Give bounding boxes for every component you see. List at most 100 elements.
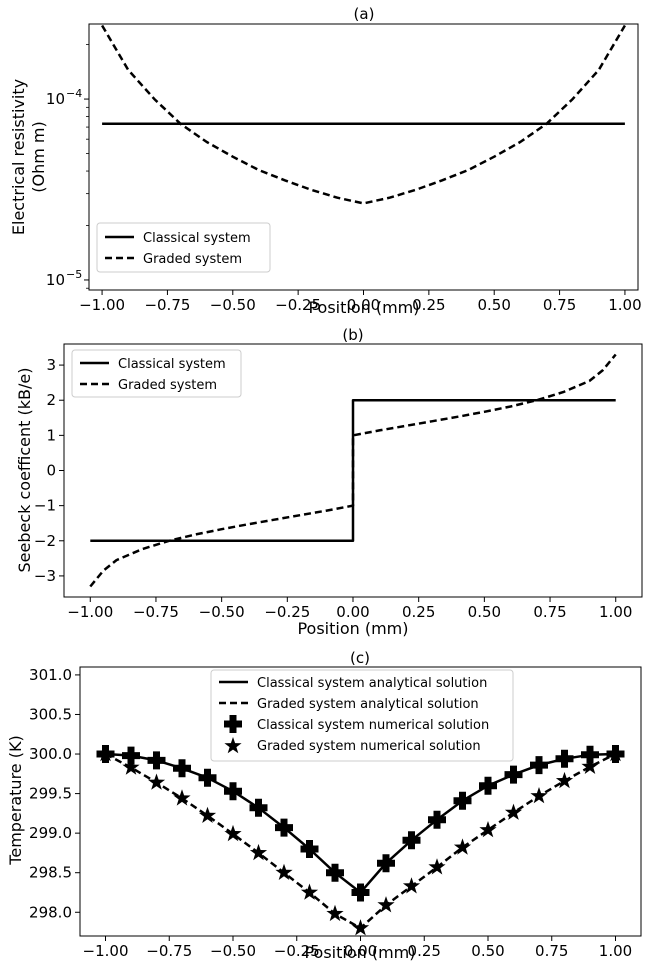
x-tick-label: 0.25: [408, 942, 441, 960]
legend-c-label-graded-analytical: Graded system analytical solution: [257, 697, 479, 712]
x-tick-label: 1.00: [599, 942, 632, 960]
data-point-plus-marker: [122, 746, 140, 765]
y-tick-label-exponent: −5: [66, 268, 82, 281]
y-tick-label: 299.0: [29, 824, 72, 842]
x-tick-label: 0.50: [468, 603, 501, 621]
legend-box-a: [96, 222, 271, 273]
y-tick-label: 2: [46, 391, 56, 409]
data-point-star-marker: [581, 757, 599, 774]
data-point-plus-marker: [224, 782, 242, 801]
legend-c: Classical system analytical solution Gra…: [210, 669, 514, 762]
xticks-c: −1.00 −0.75 −0.50 −0.25 0.00 0.25 0.50 0.75 1.00: [83, 936, 632, 960]
data-point-plus-marker: [428, 810, 446, 829]
x-tick-label: 0.25: [402, 603, 435, 621]
data-point-plus-marker: [147, 751, 166, 770]
x-tick-label: 0.00: [336, 603, 369, 621]
y-tick-label: 298.5: [29, 864, 72, 882]
chart-b: (b) −1.00 −0.75 −0.50 −0.25 0.00 0.25 0.50 0.75…: [15, 326, 643, 638]
chart-a: (a) −1.00 −0.75 −0.50 −0.25 0.00 0.25 0.50 0.75…: [9, 5, 642, 317]
yticks-c: 298.0 298.5 299.0 299.5 300.0 300.5 301.0: [29, 666, 80, 921]
data-point-plus-marker: [249, 798, 268, 817]
data-point-plus-marker: [198, 768, 217, 787]
x-tick-label: −0.75: [133, 603, 179, 621]
y-tick-label: 1: [46, 426, 56, 444]
legend-c-label-graded-numerical: Graded system numerical solution: [257, 739, 481, 754]
y-tick-label: 301.0: [29, 666, 72, 684]
legend-b-label-graded: Graded system: [118, 378, 217, 393]
y-tick-label: 3: [46, 356, 56, 374]
x-tick-label: 0.50: [478, 296, 511, 314]
y-tick-label: 0: [46, 462, 56, 480]
data-point-plus-marker: [402, 831, 421, 850]
data-point-star-marker: [96, 745, 115, 762]
data-point-star-marker: [173, 789, 191, 806]
title-b: (b): [342, 326, 363, 344]
data-point-plus-marker: [581, 745, 599, 764]
x-tick-label: −0.50: [210, 296, 256, 314]
y-tick-label: 10: [46, 271, 65, 289]
chart-c: (c) −1.00 −0.75 −0.50 −0.25 0.00 0.25 0.50 0.75…: [6, 649, 642, 962]
y-tick-label: 299.5: [29, 785, 72, 803]
y-tick-label: 298.0: [29, 903, 72, 921]
x-tick-label: 0.75: [533, 603, 566, 621]
data-point-star-marker: [606, 745, 625, 762]
data-point-plus-marker: [275, 818, 293, 837]
x-tick-label: 0.75: [543, 296, 576, 314]
data-point-plus-marker: [173, 759, 191, 778]
xlabel-c: Position (mm): [304, 943, 415, 962]
y-tick-label: 300.0: [29, 745, 72, 763]
x-tick-label: 0.75: [535, 942, 568, 960]
legend-b-label-classical: Classical system: [118, 357, 226, 372]
x-tick-label: −1.00: [83, 942, 129, 960]
data-point-plus-marker: [504, 765, 523, 784]
legend-a: Classical system Graded system: [96, 222, 271, 273]
x-tick-label: −0.25: [274, 942, 320, 960]
x-tick-label: 0.00: [344, 942, 377, 960]
legend-box-b: [71, 349, 242, 398]
data-point-star-marker: [275, 863, 293, 880]
ylabel-b: Seebeck coefficent (kB/e): [15, 368, 34, 573]
legend-b: Classical system Graded system: [71, 349, 242, 398]
series-c: [96, 745, 625, 936]
xticks-a: −1.00 −0.75 −0.50 −0.25 0.00 0.25 0.50 0.75 1.00: [79, 290, 642, 314]
series-line-graded-system: [89, 353, 617, 588]
ylabel-a-line1: Electrical resistivity: [9, 79, 28, 235]
x-tick-label: −1.00: [79, 296, 125, 314]
data-point-star-marker: [479, 821, 497, 838]
y-tick-label-exponent: −4: [66, 87, 82, 100]
xticks-b: −1.00 −0.75 −0.50 −0.25 0.00 0.25 0.50 0.75 1.00: [67, 597, 632, 621]
x-tick-label: −0.75: [144, 296, 190, 314]
x-tick-label: 1.00: [599, 603, 632, 621]
xlabel-a: Position (mm): [308, 298, 419, 317]
legend-c-label-classical-analytical: Classical system analytical solution: [257, 676, 487, 691]
legend-c-label-classical-numerical: Classical system numerical solution: [257, 718, 489, 733]
data-point-star-marker: [402, 877, 421, 894]
ylabel-a-line2: (Ohm m): [29, 121, 48, 192]
x-tick-label: 0.25: [412, 296, 445, 314]
y-tick-label: −1: [34, 497, 56, 515]
data-point-star-marker: [377, 896, 395, 913]
data-point-plus-marker: [377, 854, 395, 873]
data-point-star-marker: [326, 904, 344, 922]
data-point-plus-marker: [479, 776, 497, 795]
y-tick-label: 10: [46, 90, 65, 108]
legend-a-label-classical: Classical system: [143, 231, 251, 246]
data-point-star-marker: [224, 824, 242, 842]
legend-c-swatch-star-marker: [224, 737, 242, 754]
data-point-star-marker: [351, 919, 370, 936]
data-point-plus-marker: [300, 840, 319, 858]
xlabel-b: Position (mm): [297, 619, 408, 638]
data-point-plus-marker: [351, 883, 370, 902]
data-point-star-marker: [249, 843, 268, 861]
y-tick-label: 300.5: [29, 705, 72, 723]
legend-box-c: [210, 669, 514, 762]
x-tick-label: 0.50: [471, 942, 504, 960]
data-point-star-marker: [530, 787, 548, 804]
series-line-graded-system: [101, 24, 626, 205]
title-c: (c): [350, 649, 370, 667]
data-point-star-marker: [300, 883, 319, 900]
y-tick-label: −2: [34, 532, 56, 550]
ylabel-c: Temperature (K): [6, 735, 25, 865]
x-tick-label: −0.25: [275, 296, 321, 314]
